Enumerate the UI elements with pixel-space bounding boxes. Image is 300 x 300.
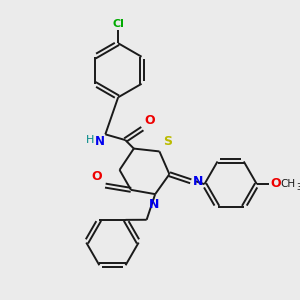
Text: H: H [86,135,94,145]
Text: N: N [148,198,159,211]
Text: N: N [95,135,105,148]
Text: O: O [270,177,281,190]
Text: O: O [145,114,155,127]
Text: N: N [193,175,203,188]
Text: CH: CH [281,179,296,189]
Text: S: S [163,135,172,148]
Text: 3: 3 [296,183,300,192]
Text: Cl: Cl [112,19,124,29]
Text: O: O [91,170,102,183]
